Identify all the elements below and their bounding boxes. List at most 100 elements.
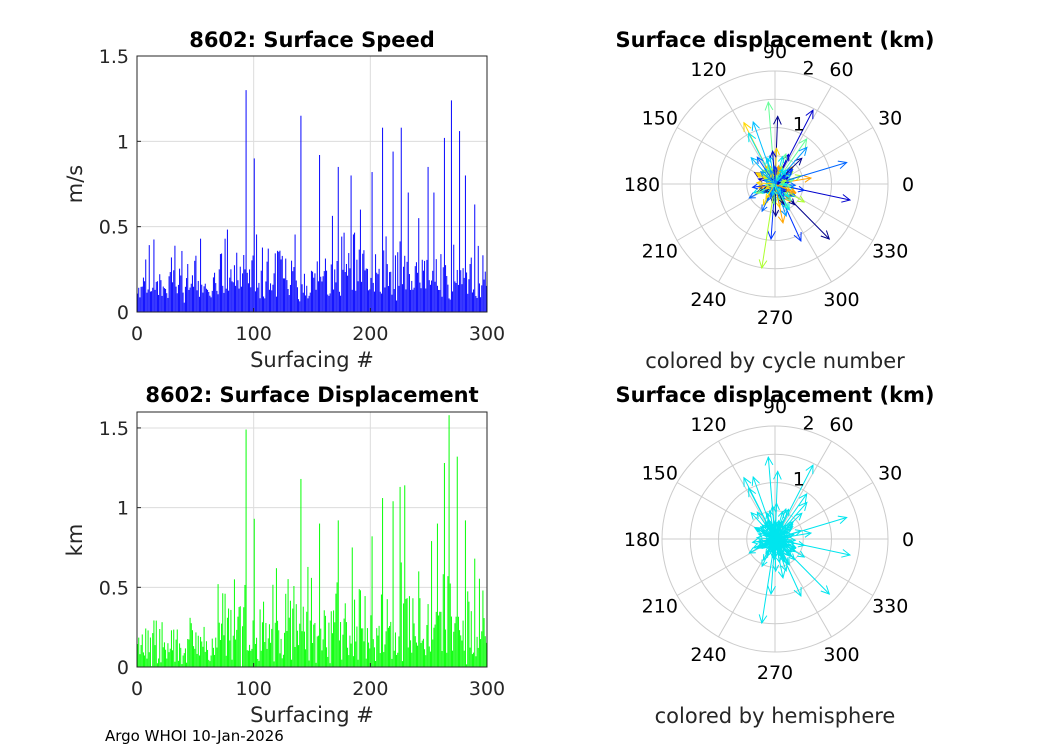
bar [417,272,419,312]
bar [457,284,459,312]
bar [228,290,230,312]
bar [448,298,450,312]
bar [208,659,210,667]
bar [271,628,273,667]
bar [454,281,456,312]
bar [343,232,345,312]
bar [307,566,309,667]
bar [440,611,442,667]
bar [441,651,443,667]
bar [350,643,352,667]
bar [166,658,168,667]
bar [333,289,335,312]
bar [254,643,256,667]
bar [364,596,366,667]
bar [302,606,304,667]
bar [344,603,346,667]
bar [282,278,284,312]
bar [429,284,431,312]
bar [152,633,154,667]
bar [236,252,238,312]
speed-x-axis-label: Surfacing # [250,348,374,372]
bar [329,293,331,312]
bar [271,290,273,312]
bar [200,636,202,667]
bar [380,594,382,667]
bar [463,650,465,667]
bar [169,648,171,667]
bar [184,648,186,667]
bar [396,300,398,312]
bar [401,284,403,312]
bar [180,275,182,312]
bar [287,289,289,312]
bar [251,648,253,667]
bar [475,656,477,667]
displacement-arrow [770,183,776,188]
bar [205,288,207,312]
displacement-arrow [759,525,776,540]
footer-credit: Argo WHOI 10-Jan-2026 [105,727,284,745]
bar [413,287,415,312]
bar [295,280,297,312]
bar [445,265,447,312]
bar [410,289,412,312]
bar [473,289,475,312]
bar [294,234,296,312]
bar [408,274,410,312]
bar [379,653,381,667]
bar [291,260,293,312]
bar [239,266,241,312]
bar [461,640,463,667]
bar [259,609,261,667]
bar [426,625,428,667]
bar [478,283,480,312]
bar [414,266,416,312]
bar [214,654,216,667]
bar [198,655,200,667]
bar [384,287,386,312]
displacement-arrow [770,538,776,543]
bar [317,281,319,312]
bar [392,501,394,667]
bar [422,638,424,667]
bar [204,651,206,667]
bar [442,267,444,312]
bar [181,664,183,667]
bar [439,611,441,667]
bar [328,295,330,312]
bar [147,289,149,312]
bar [256,637,258,667]
bar [299,301,301,312]
bar [188,639,190,667]
bar [214,272,216,312]
bar [378,625,380,667]
bar [182,292,184,312]
bar [228,608,230,667]
bar [335,282,337,312]
bar [373,647,375,667]
bar [428,646,430,667]
bar [300,478,302,667]
bar [470,257,472,312]
bar [182,655,184,667]
bar [467,591,469,667]
bar [477,647,479,667]
bar [321,281,323,312]
bar [281,658,283,667]
speed-y-ticks: 0 0.5 1 1.5 [99,46,141,324]
speed-bars [137,90,487,313]
bar [348,253,350,312]
bar [371,172,373,312]
bar [159,274,161,312]
bar [330,611,332,667]
bar [268,289,270,312]
bar [316,636,318,667]
bar [327,656,329,667]
bar [343,618,345,667]
bar [155,620,157,667]
bar [415,642,417,667]
bar [313,624,315,667]
bar [362,253,364,312]
bar [175,286,177,312]
